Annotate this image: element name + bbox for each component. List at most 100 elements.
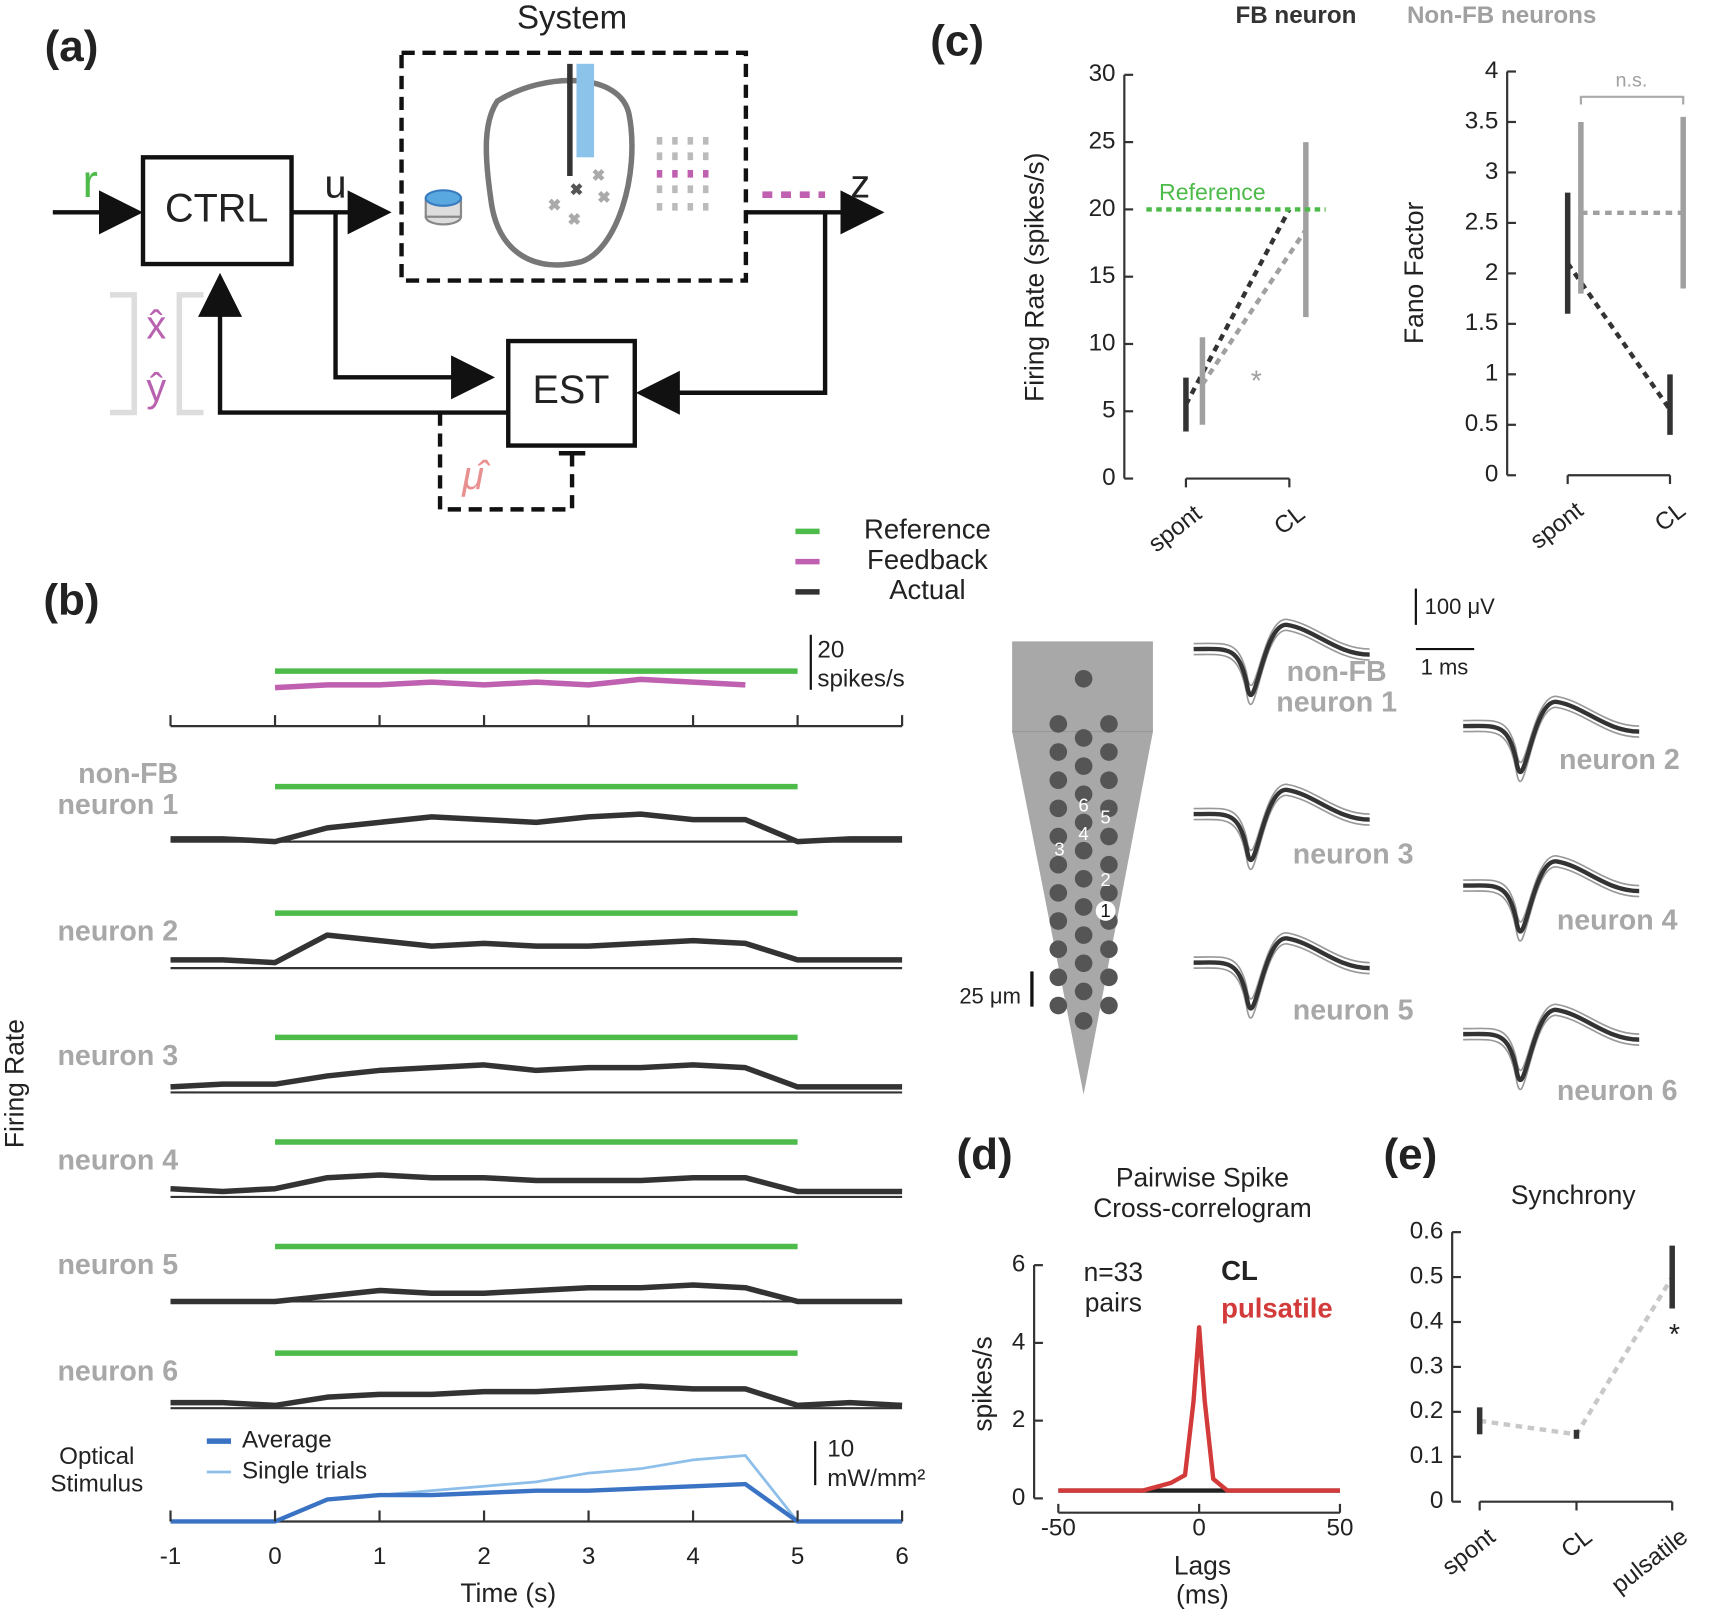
site-number: 1 [1100,900,1110,921]
electrode-site [1074,841,1093,860]
electrode-site [1049,912,1068,930]
y-tick-label: 6 [1012,1251,1025,1278]
ctrl-label: CTRL [165,187,268,231]
waveform-mean [1463,1007,1640,1082]
y-tick-label: 0.3 [1410,1352,1444,1379]
neuron-label: neuron 1 [1276,687,1397,719]
y-tick-label: 0.5 [1410,1262,1444,1289]
scale-label: 20 [817,637,844,664]
annotation: pairs [1085,1288,1142,1318]
actual-trace [170,932,903,966]
electrode-site [1049,715,1068,733]
reference-symbol: r [83,155,98,207]
x-tick-label: 6 [895,1543,908,1570]
actual-trace [170,1172,903,1195]
state-estimate: x̂ [146,303,166,347]
y-tick-label: 5 [1102,397,1115,424]
legend-label: Reference [864,514,991,545]
stim-trace [170,1481,903,1524]
x-tick-label: 0 [268,1543,281,1570]
scale-unit: mW/mm² [827,1465,925,1492]
waveform-mean [1193,787,1370,862]
y-tick-label: 2.5 [1465,208,1499,235]
y-axis-title: Firing Rate [0,1019,29,1148]
y-tick-label: 3.5 [1465,107,1499,134]
y-tick-label: 0 [1012,1484,1025,1511]
x-tick-label: CL [1650,497,1691,537]
electrode-site [1100,799,1118,818]
electrode-site [1074,757,1093,775]
electrode-site [1074,982,1093,1001]
neuron-label: neuron 5 [1293,995,1414,1027]
y-tick-label: 20 [1089,195,1116,222]
x-axis-title: Lags [1174,1551,1231,1581]
legend-label: CL [1221,1255,1258,1286]
panel-label: (e) [1383,1130,1437,1179]
x-tick-label: 4 [686,1543,699,1570]
electrode-site [1049,743,1068,761]
feedback-trace [274,676,746,691]
x-tick-label: spont [1144,500,1207,558]
waveform-sd [1193,932,1370,1000]
ccg-line [1058,1325,1340,1493]
y-axis-title: spikes/s [968,1336,998,1431]
site-highlight [1095,901,1116,921]
electrode-site [1074,669,1093,688]
row-label: non-FB [78,758,178,790]
site-number: 5 [1100,806,1110,827]
row-label: neuron 1 [57,789,178,821]
waveform-sd [1463,695,1640,764]
y-tick-label: 0.5 [1465,410,1499,437]
electrode-site [1074,1012,1093,1030]
neuron-label: neuron 6 [1557,1075,1678,1107]
stim-label: Stimulus [50,1471,143,1498]
y-tick-label: 0.2 [1410,1397,1444,1424]
row-label: neuron 5 [57,1249,178,1281]
legend-label: Non-FB neurons [1407,2,1596,29]
y-tick-label: 0 [1485,461,1498,488]
significance-bracket [1579,95,1685,105]
electrode-site [1074,813,1093,832]
waveform-sd [1193,618,1370,687]
y-tick-label: 4 [1485,57,1498,84]
legend-label: Feedback [867,544,988,575]
connector [1479,1275,1675,1437]
electrode-site [1049,799,1068,818]
y-tick-label: 2 [1485,259,1498,286]
neuron-label: neuron 4 [1557,904,1678,936]
annotation: * [1251,365,1262,397]
y-tick-label: 2 [1012,1406,1025,1433]
electrode-site [1100,884,1118,902]
x-tick-label: 0 [1192,1515,1205,1542]
legend-label: pulsatile [1221,1293,1333,1324]
electrode-site [1100,827,1118,846]
y-tick-label: 3 [1485,158,1498,185]
electrode-site [1100,743,1118,761]
scale-unit: spikes/s [817,665,904,692]
y-axis-title: Firing Rate (spikes/s) [1019,153,1049,402]
y-tick-label: 25 [1089,127,1116,154]
stim-label: Optical [59,1443,134,1470]
input-symbol: u [325,162,347,206]
time-scale: 1 ms [1421,655,1469,680]
y-tick-label: 0 [1430,1487,1443,1514]
x-tick-label: 50 [1327,1515,1354,1542]
y-tick-label: 30 [1089,60,1116,87]
legend-label: Average [242,1427,332,1454]
electrode-site [1100,968,1118,987]
panel-label: (d) [957,1130,1013,1179]
x-tick-label: 3 [582,1543,595,1570]
electrode-site [1074,869,1093,888]
chart-title: Pairwise Spike [1116,1162,1289,1192]
disturbance-estimate: μ̂ [461,454,491,498]
site-number: 4 [1078,823,1088,844]
x-axis-title: (ms) [1176,1579,1229,1609]
legend-label: Single trials [242,1457,367,1484]
annotation: * [1669,1319,1680,1351]
neuron-label: non-FB [1287,656,1387,688]
system-title: System [517,0,627,36]
x-axis-title: Time (s) [460,1578,556,1608]
y-tick-label: 0.6 [1410,1218,1444,1245]
row-label: neuron 4 [57,1144,178,1176]
